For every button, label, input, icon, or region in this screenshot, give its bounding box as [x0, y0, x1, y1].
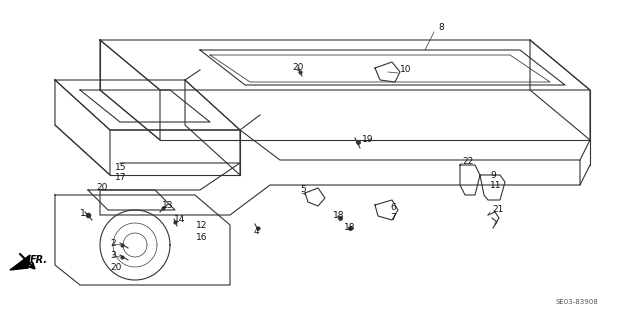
Polygon shape [10, 255, 30, 270]
Text: 1: 1 [80, 210, 86, 219]
Text: 20: 20 [96, 183, 108, 192]
Text: 8: 8 [438, 24, 444, 33]
Text: 21: 21 [492, 205, 504, 214]
Text: 3: 3 [110, 250, 116, 259]
Text: 10: 10 [400, 65, 412, 75]
Text: 20: 20 [292, 63, 303, 72]
Text: 11: 11 [490, 181, 502, 189]
Text: FR.: FR. [30, 255, 48, 265]
Text: 9: 9 [490, 170, 496, 180]
Text: 20: 20 [110, 263, 122, 272]
Text: 2: 2 [110, 239, 116, 248]
Text: 7: 7 [390, 213, 396, 222]
Text: 18: 18 [333, 211, 344, 219]
Text: 22: 22 [462, 158, 473, 167]
Text: 16: 16 [196, 234, 207, 242]
Text: 19: 19 [362, 136, 374, 145]
Text: SE03-83908: SE03-83908 [555, 299, 598, 305]
Text: 5: 5 [300, 186, 306, 195]
Text: 14: 14 [174, 216, 186, 225]
Text: 4: 4 [254, 227, 260, 236]
Text: 17: 17 [115, 174, 127, 182]
Text: 18: 18 [344, 224, 355, 233]
Text: 12: 12 [196, 221, 207, 231]
Text: 13: 13 [162, 201, 173, 210]
Text: 6: 6 [390, 204, 396, 212]
Text: 15: 15 [115, 164, 127, 173]
